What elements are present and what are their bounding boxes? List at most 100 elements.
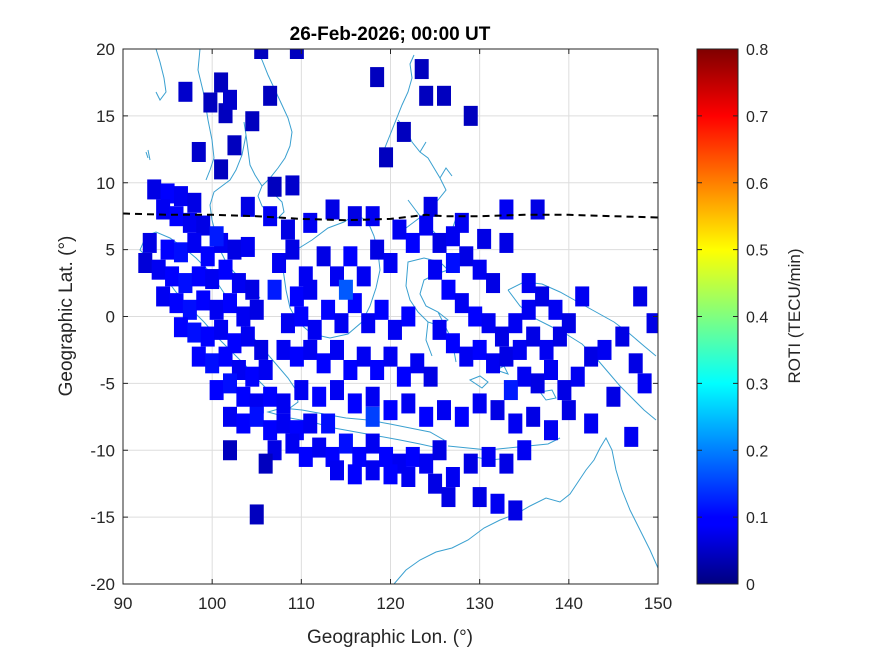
roti-cell	[316, 353, 331, 374]
roti-cell	[383, 253, 398, 273]
roti-cell	[646, 313, 658, 334]
roti-cell	[445, 467, 460, 487]
roti-cell	[298, 446, 313, 467]
roti-cell	[223, 406, 237, 427]
roti-cell	[209, 226, 224, 247]
roti-cell	[454, 293, 469, 314]
roti-cell	[173, 242, 188, 263]
roti-cell	[432, 440, 447, 461]
roti-cells	[138, 49, 658, 525]
roti-cell	[454, 406, 469, 427]
roti-cell	[203, 92, 218, 113]
roti-cell	[200, 246, 215, 267]
roti-cell	[321, 413, 336, 434]
y-tick-label: -10	[90, 441, 115, 460]
roti-cell	[173, 186, 188, 207]
y-axis-label: Geographic Lat. (°)	[56, 236, 77, 397]
y-tick-label: -15	[90, 508, 115, 527]
roti-cell	[432, 232, 447, 253]
roti-cell	[223, 89, 237, 110]
roti-cell	[490, 493, 505, 514]
roti-cell	[526, 326, 541, 347]
roti-cell	[428, 473, 443, 494]
roti-cell	[441, 487, 456, 508]
roti-cell	[254, 49, 269, 59]
roti-cell	[539, 339, 554, 360]
chart-title: 26-Feb-2026; 00:00 UT	[290, 24, 491, 45]
roti-cell	[405, 446, 420, 467]
roti-cell	[334, 313, 349, 334]
roti-cell	[347, 464, 362, 485]
roti-cell	[530, 199, 545, 220]
roti-cell	[214, 159, 229, 180]
roti-cell	[548, 299, 563, 320]
x-axis-label: Geographic Lon. (°)	[307, 627, 473, 648]
colorbar-tick-label: 0.1	[746, 510, 768, 527]
colorbar-tick-label: 0.7	[746, 109, 768, 126]
roti-cell	[258, 360, 273, 380]
roti-cell	[236, 386, 251, 407]
roti-cell	[410, 353, 425, 374]
roti-cell	[486, 353, 501, 374]
roti-cell	[606, 386, 621, 407]
roti-cell	[419, 215, 434, 236]
roti-cell	[437, 400, 451, 421]
roti-cell	[535, 286, 550, 307]
roti-cell	[370, 67, 385, 88]
roti-cell	[633, 286, 648, 307]
x-axis-ticks: 90 100 110 120 130 140 150	[114, 49, 672, 613]
roti-cell	[405, 232, 420, 253]
roti-cell	[254, 339, 269, 360]
roti-cell	[289, 286, 304, 307]
coastline-australia	[393, 436, 658, 584]
roti-cell	[303, 413, 318, 434]
roti-cell	[423, 366, 438, 387]
roti-cell	[459, 246, 474, 267]
roti-cell	[508, 313, 523, 334]
coastline-small-islands	[468, 315, 557, 401]
roti-cell	[419, 453, 434, 474]
roti-cell	[356, 266, 371, 287]
roti-cell	[481, 446, 496, 467]
roti-cell	[347, 206, 362, 227]
roti-cell	[240, 236, 255, 257]
roti-cell	[365, 386, 380, 407]
roti-cell	[178, 273, 193, 294]
roti-cell	[280, 313, 295, 334]
x-tick-label: 140	[555, 594, 583, 613]
roti-cell	[441, 279, 456, 300]
roti-cell	[187, 232, 202, 253]
roti-cell	[561, 313, 576, 334]
roti-cell	[316, 246, 331, 267]
roti-cell	[156, 199, 171, 220]
roti-cell	[432, 319, 447, 340]
roti-cell	[231, 273, 246, 294]
roti-cell	[156, 286, 171, 307]
roti-cell	[477, 228, 492, 249]
roti-cell	[147, 179, 162, 200]
roti-cell	[209, 299, 224, 320]
roti-cell	[517, 440, 532, 461]
roti-cell	[396, 366, 411, 387]
roti-cell	[160, 183, 175, 204]
roti-cell	[258, 453, 273, 474]
roti-cell	[182, 212, 197, 233]
roti-cell	[379, 446, 394, 467]
roti-cell	[285, 239, 300, 260]
roti-cell	[205, 353, 220, 374]
roti-cell	[530, 373, 545, 394]
roti-cell	[276, 413, 291, 434]
roti-cell	[205, 269, 220, 290]
colorbar-tick-label: 0.6	[746, 176, 768, 193]
roti-cell	[499, 453, 514, 474]
roti-cell	[142, 232, 157, 253]
x-tick-label: 120	[376, 594, 404, 613]
roti-cell	[249, 299, 264, 320]
roti-cell	[419, 406, 434, 427]
y-tick-label: 0	[106, 308, 115, 327]
roti-cell	[151, 259, 166, 280]
y-tick-label: 20	[96, 40, 115, 59]
roti-cell	[352, 446, 367, 467]
roti-cell	[169, 206, 184, 227]
